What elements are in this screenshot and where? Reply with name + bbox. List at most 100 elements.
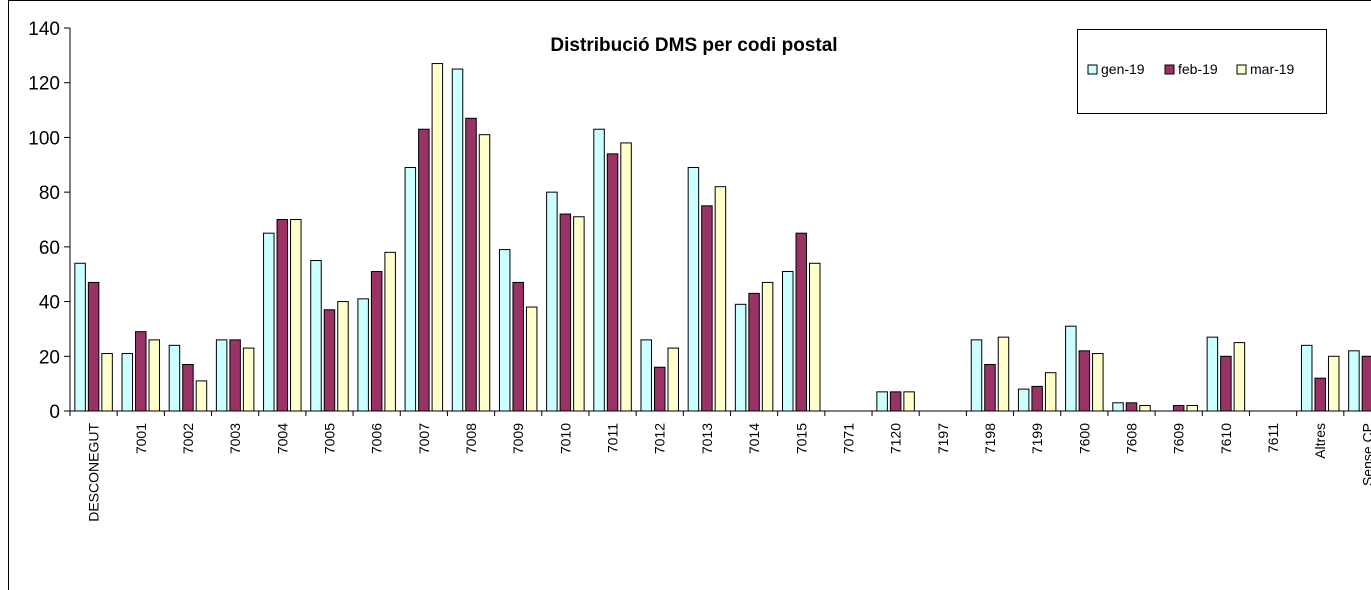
bar-feb-19-7198 — [984, 363, 996, 412]
bar-gen-19-7002 — [168, 344, 181, 412]
bar-gen-19-7006 — [357, 298, 369, 412]
bar-feb-19-7003 — [229, 339, 241, 412]
y-tick-label: 120 — [28, 74, 60, 95]
bar-gen-19-7012 — [640, 339, 652, 412]
bar-feb-19-7008 — [465, 117, 477, 412]
x-category-label: 7012 — [652, 423, 668, 454]
y-tick-label: 40 — [39, 293, 60, 314]
bar-gen-19-7001 — [121, 353, 134, 412]
axes: 0 20 40 60 80 100 120 140 — [28, 19, 1371, 423]
y-tick-label: 80 — [39, 183, 60, 204]
legend-label-mar-19: mar-19 — [1250, 61, 1295, 77]
legend-swatch-feb-19 — [1164, 64, 1175, 75]
legend-swatch-gen-19 — [1087, 64, 1098, 75]
x-category-label: 7014 — [746, 423, 762, 454]
bar-feb-19-7006 — [370, 270, 383, 412]
x-category-label: Sense CP — [1359, 423, 1371, 486]
bar-gen-19-7600 — [1065, 325, 1077, 412]
bar-gen-19-7005 — [310, 260, 322, 412]
x-category-label: 7005 — [321, 423, 337, 454]
bar-feb-19-7005 — [323, 309, 336, 412]
bar-gen-19-7004 — [263, 232, 275, 412]
x-category-label: 7608 — [1124, 423, 1140, 454]
x-category-label: 7199 — [1029, 423, 1045, 454]
bar-feb-19-7013 — [701, 205, 713, 412]
bar-mar-19-7008 — [478, 134, 491, 412]
bar-mar-19-7610 — [1233, 342, 1246, 412]
y-tick-label: 0 — [49, 402, 60, 423]
legend: gen-19 feb-19 mar-19 — [1077, 29, 1327, 114]
bar-feb-19-7012 — [653, 366, 666, 412]
bar-feb-19-7002 — [182, 363, 194, 412]
bar-mar-19-7004 — [290, 219, 302, 412]
x-category-label: 7006 — [369, 423, 385, 454]
bar-gen-19-Sense CP — [1348, 350, 1360, 412]
bar-gen-19-Altres — [1300, 344, 1313, 412]
bar-gen-19-7199 — [1017, 388, 1030, 412]
legend-swatch-mar-19 — [1236, 64, 1247, 75]
x-category-label: 7003 — [227, 423, 243, 454]
bar-mar-19-7002 — [195, 380, 208, 412]
legend-box — [1077, 29, 1327, 114]
category-labels: DESCONEGUT 7001 7002 7003 7004 7005 7006 7007 70… — [86, 423, 1371, 522]
x-category-label: 7010 — [557, 423, 573, 454]
x-category-label: 7071 — [840, 423, 856, 454]
bar-gen-19-7198 — [970, 339, 983, 412]
bar-mar-19-7608 — [1139, 405, 1151, 412]
bar-feb-19-7010 — [559, 213, 572, 412]
bar-gen-19-7608 — [1112, 402, 1124, 412]
x-category-label: DESCONEGUT — [86, 423, 102, 522]
bar-gen-19-7009 — [498, 249, 511, 412]
bar-mar-19-7010 — [573, 216, 585, 412]
bar-feb-19-Altres — [1314, 377, 1326, 412]
x-category-label: 7611 — [1265, 423, 1281, 453]
bar-mar-19-7006 — [384, 251, 396, 412]
bar-gen-19-DESCONEGUT — [74, 262, 86, 412]
bar-feb-19-7608 — [1125, 402, 1138, 412]
x-category-label: 7609 — [1171, 423, 1187, 454]
y-tick-label: 20 — [39, 347, 60, 368]
bar-feb-19-7015 — [795, 232, 808, 412]
bar-mar-19-7007 — [431, 63, 444, 412]
legend-label-feb-19: feb-19 — [1178, 61, 1218, 77]
bar-mar-19-7012 — [667, 347, 679, 412]
x-category-label: 7002 — [180, 423, 196, 454]
chart-title: Distribució DMS per codi postal — [550, 35, 837, 56]
x-category-label: 7009 — [510, 423, 526, 454]
bar-mar-19-DESCONEGUT — [101, 353, 113, 412]
bar-feb-19-7610 — [1220, 355, 1232, 412]
bar-gen-19-7610 — [1206, 336, 1219, 412]
bar-feb-19-7014 — [748, 292, 760, 412]
bar-feb-19-DESCONEGUT — [87, 281, 100, 412]
bar-mar-19-7609 — [1186, 405, 1198, 412]
x-category-label: Altres — [1312, 423, 1328, 459]
legend-label-gen-19: gen-19 — [1101, 61, 1145, 77]
y-tick-label: 100 — [28, 128, 60, 149]
bar-mar-19-7005 — [337, 301, 349, 412]
x-category-label: 7011 — [605, 423, 621, 453]
x-category-label: 7013 — [699, 423, 715, 454]
bar-mar-19-7198 — [997, 336, 1010, 412]
bar-gen-19-7003 — [215, 339, 228, 412]
bar-feb-19-7001 — [135, 331, 147, 412]
bar-gen-19-7010 — [546, 191, 558, 412]
bar-mar-19-7014 — [761, 281, 774, 412]
bar-gen-19-7013 — [687, 167, 700, 412]
bars — [74, 63, 1371, 412]
bar-mar-19-7011 — [620, 142, 632, 412]
x-category-label: 7120 — [888, 423, 904, 454]
x-category-label: 7198 — [982, 423, 998, 454]
bar-mar-19-7120 — [903, 391, 915, 412]
bar-mar-19-Altres — [1327, 355, 1340, 412]
bar-feb-19-7600 — [1078, 350, 1091, 412]
bar-mar-19-7009 — [525, 306, 538, 412]
x-category-label: 7197 — [935, 423, 951, 454]
bar-gen-19-7014 — [734, 303, 747, 412]
bar-mar-19-7199 — [1044, 372, 1057, 412]
x-category-label: 7007 — [416, 423, 432, 454]
y-tick-label: 140 — [28, 19, 60, 40]
bar-feb-19-7120 — [889, 391, 902, 412]
bar-mar-19-7600 — [1092, 353, 1104, 412]
